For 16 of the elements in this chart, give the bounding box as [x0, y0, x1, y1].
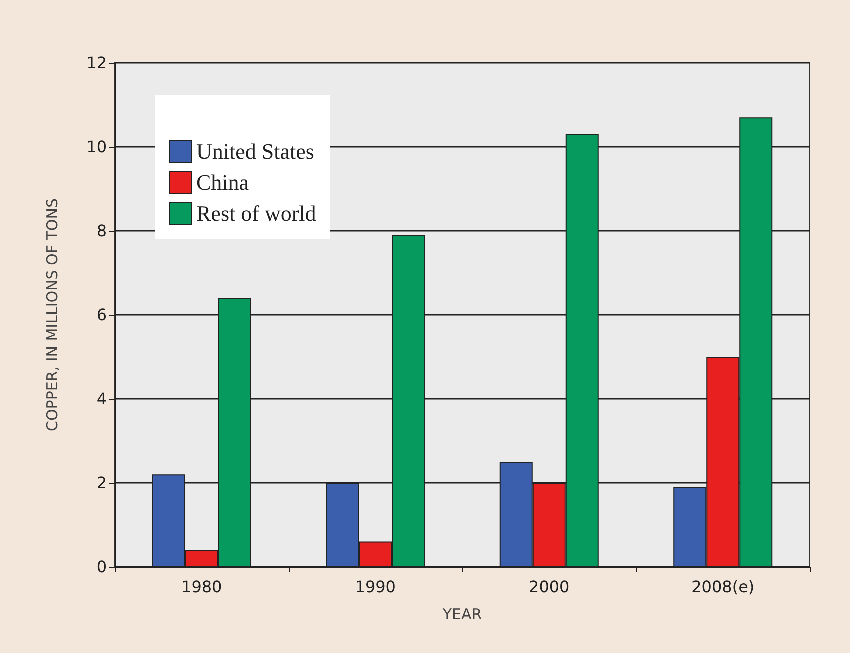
x-tick-label: 1980 [182, 578, 222, 596]
legend-label: United States [196, 139, 314, 164]
x-tick-label: 1990 [355, 578, 396, 596]
y-axis-title: COPPER, IN MILLIONS OF TONS [44, 198, 62, 432]
y-tick-label: 0 [96, 558, 107, 576]
legend-label: China [196, 170, 250, 195]
y-tick-label: 6 [96, 306, 107, 324]
y-tick-label: 12 [86, 54, 107, 72]
y-tick-label: 4 [96, 390, 107, 408]
legend-label: Rest of world [196, 201, 316, 226]
x-axis-title: YEAR [442, 606, 482, 624]
x-tick-label: 2008(e) [692, 578, 755, 596]
y-tick-label: 2 [96, 474, 107, 492]
y-tick-label: 8 [96, 222, 107, 240]
y-tick-label: 10 [86, 138, 107, 156]
x-tick-label: 2000 [529, 578, 570, 596]
